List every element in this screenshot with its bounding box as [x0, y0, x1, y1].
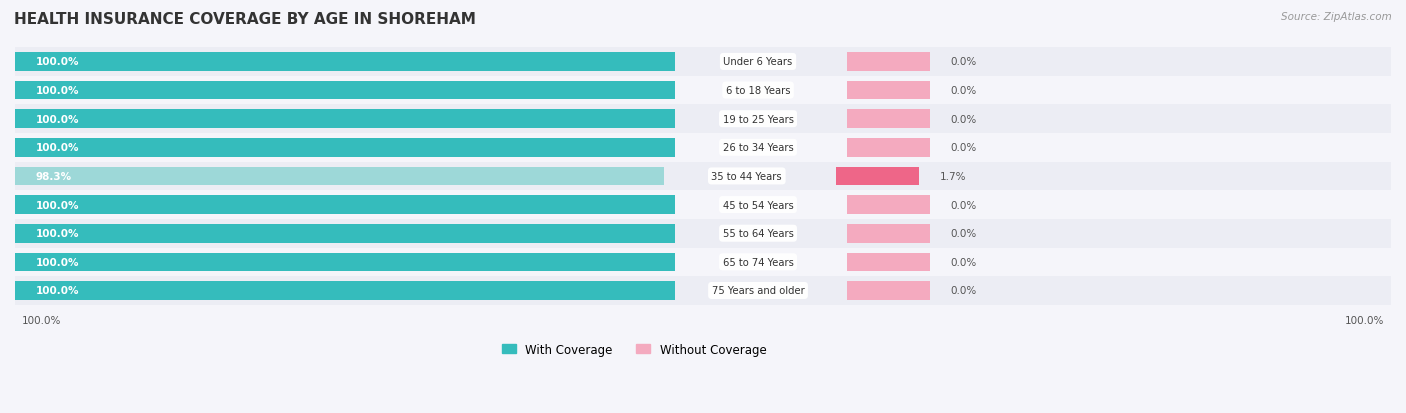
Text: 0.0%: 0.0%: [950, 229, 977, 239]
Text: 100.0%: 100.0%: [35, 57, 79, 67]
Text: 100.0%: 100.0%: [35, 143, 79, 153]
Bar: [15, 253, 675, 271]
Bar: [15, 276, 1391, 305]
Text: 0.0%: 0.0%: [950, 143, 977, 153]
Bar: [15, 81, 675, 100]
Text: 100.0%: 100.0%: [35, 200, 79, 210]
Bar: [848, 224, 929, 243]
Bar: [837, 167, 918, 186]
Text: 65 to 74 Years: 65 to 74 Years: [723, 257, 793, 267]
Legend: With Coverage, Without Coverage: With Coverage, Without Coverage: [502, 343, 766, 356]
Text: 55 to 64 Years: 55 to 64 Years: [723, 229, 793, 239]
Bar: [15, 219, 1391, 248]
Text: 100.0%: 100.0%: [35, 114, 79, 124]
Text: 45 to 54 Years: 45 to 54 Years: [723, 200, 793, 210]
Text: 100.0%: 100.0%: [35, 86, 79, 96]
Text: 100.0%: 100.0%: [35, 257, 79, 267]
Text: 0.0%: 0.0%: [950, 286, 977, 296]
Text: 100.0%: 100.0%: [35, 286, 79, 296]
Text: 35 to 44 Years: 35 to 44 Years: [711, 171, 782, 182]
Text: 100.0%: 100.0%: [35, 229, 79, 239]
Text: HEALTH INSURANCE COVERAGE BY AGE IN SHOREHAM: HEALTH INSURANCE COVERAGE BY AGE IN SHOR…: [14, 12, 477, 27]
Bar: [15, 53, 675, 71]
Bar: [15, 196, 675, 214]
Bar: [848, 139, 929, 157]
Text: 6 to 18 Years: 6 to 18 Years: [725, 86, 790, 96]
Text: Source: ZipAtlas.com: Source: ZipAtlas.com: [1281, 12, 1392, 22]
Text: Under 6 Years: Under 6 Years: [724, 57, 793, 67]
Text: 26 to 34 Years: 26 to 34 Years: [723, 143, 793, 153]
Bar: [848, 282, 929, 300]
Text: 19 to 25 Years: 19 to 25 Years: [723, 114, 793, 124]
Bar: [848, 53, 929, 71]
Bar: [15, 248, 1391, 276]
Text: 0.0%: 0.0%: [950, 57, 977, 67]
Bar: [15, 48, 1391, 76]
Bar: [848, 253, 929, 271]
Bar: [15, 76, 1391, 105]
Text: 0.0%: 0.0%: [950, 257, 977, 267]
Text: 0.0%: 0.0%: [950, 114, 977, 124]
Text: 75 Years and older: 75 Years and older: [711, 286, 804, 296]
Text: 98.3%: 98.3%: [35, 171, 72, 182]
Bar: [15, 282, 675, 300]
Bar: [15, 139, 675, 157]
Bar: [15, 110, 675, 129]
Bar: [15, 224, 675, 243]
Bar: [15, 191, 1391, 219]
Bar: [848, 110, 929, 129]
Text: 100.0%: 100.0%: [22, 316, 62, 325]
Bar: [848, 196, 929, 214]
Text: 0.0%: 0.0%: [950, 200, 977, 210]
Text: 100.0%: 100.0%: [1344, 316, 1384, 325]
Bar: [848, 81, 929, 100]
Bar: [15, 162, 1391, 191]
Bar: [15, 134, 1391, 162]
Text: 1.7%: 1.7%: [939, 171, 966, 182]
Bar: [15, 105, 1391, 134]
Text: 0.0%: 0.0%: [950, 86, 977, 96]
Bar: [15, 167, 664, 186]
